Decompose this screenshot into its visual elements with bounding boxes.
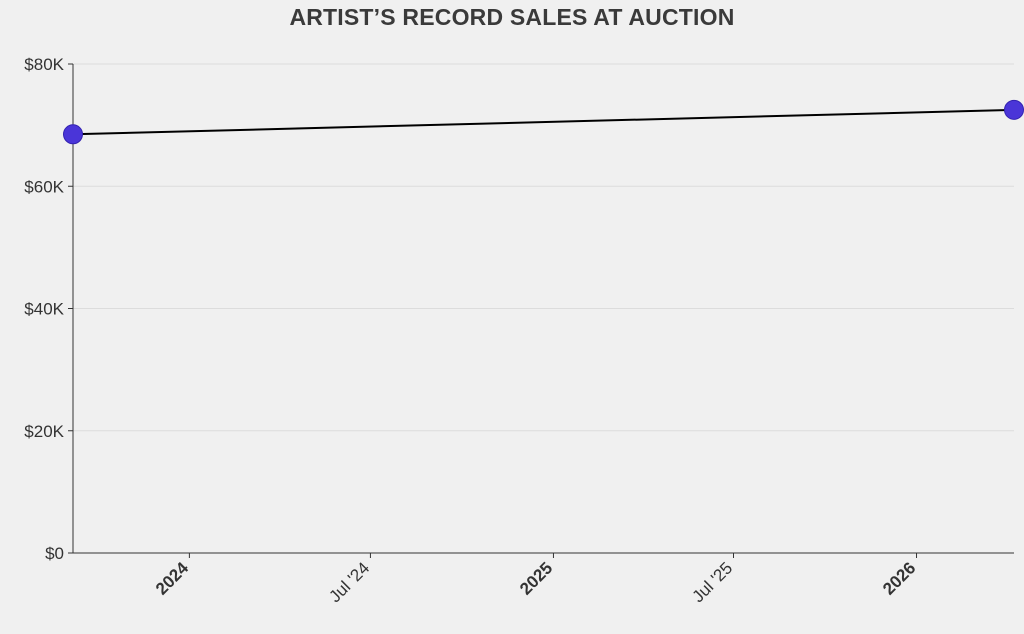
y-tick-label: $60K — [24, 177, 64, 196]
y-axis-ticks: $0 $20K $40K $60K $80K — [24, 55, 73, 563]
chart-title: ARTIST’S RECORD SALES AT AUCTION — [289, 4, 735, 30]
x-tick-label: 2025 — [516, 558, 556, 598]
y-tick-label: $0 — [45, 544, 64, 563]
x-tick-label: 2024 — [152, 558, 193, 599]
y-tick-label: $20K — [24, 422, 64, 441]
series-line — [72, 108, 1015, 136]
data-series — [63, 99, 1024, 145]
data-point[interactable] — [1004, 99, 1024, 120]
x-tick-label: Jul '24 — [325, 558, 373, 606]
x-tick-label: 2026 — [879, 558, 919, 598]
y-tick-label: $40K — [24, 300, 64, 319]
x-tick-label: Jul '25 — [689, 558, 737, 606]
grid-lines — [73, 63, 1014, 432]
data-point[interactable] — [63, 124, 83, 145]
y-tick-label: $80K — [24, 55, 64, 74]
x-axis-ticks: 2024 Jul '24 2025 Jul '25 2026 — [152, 553, 919, 606]
